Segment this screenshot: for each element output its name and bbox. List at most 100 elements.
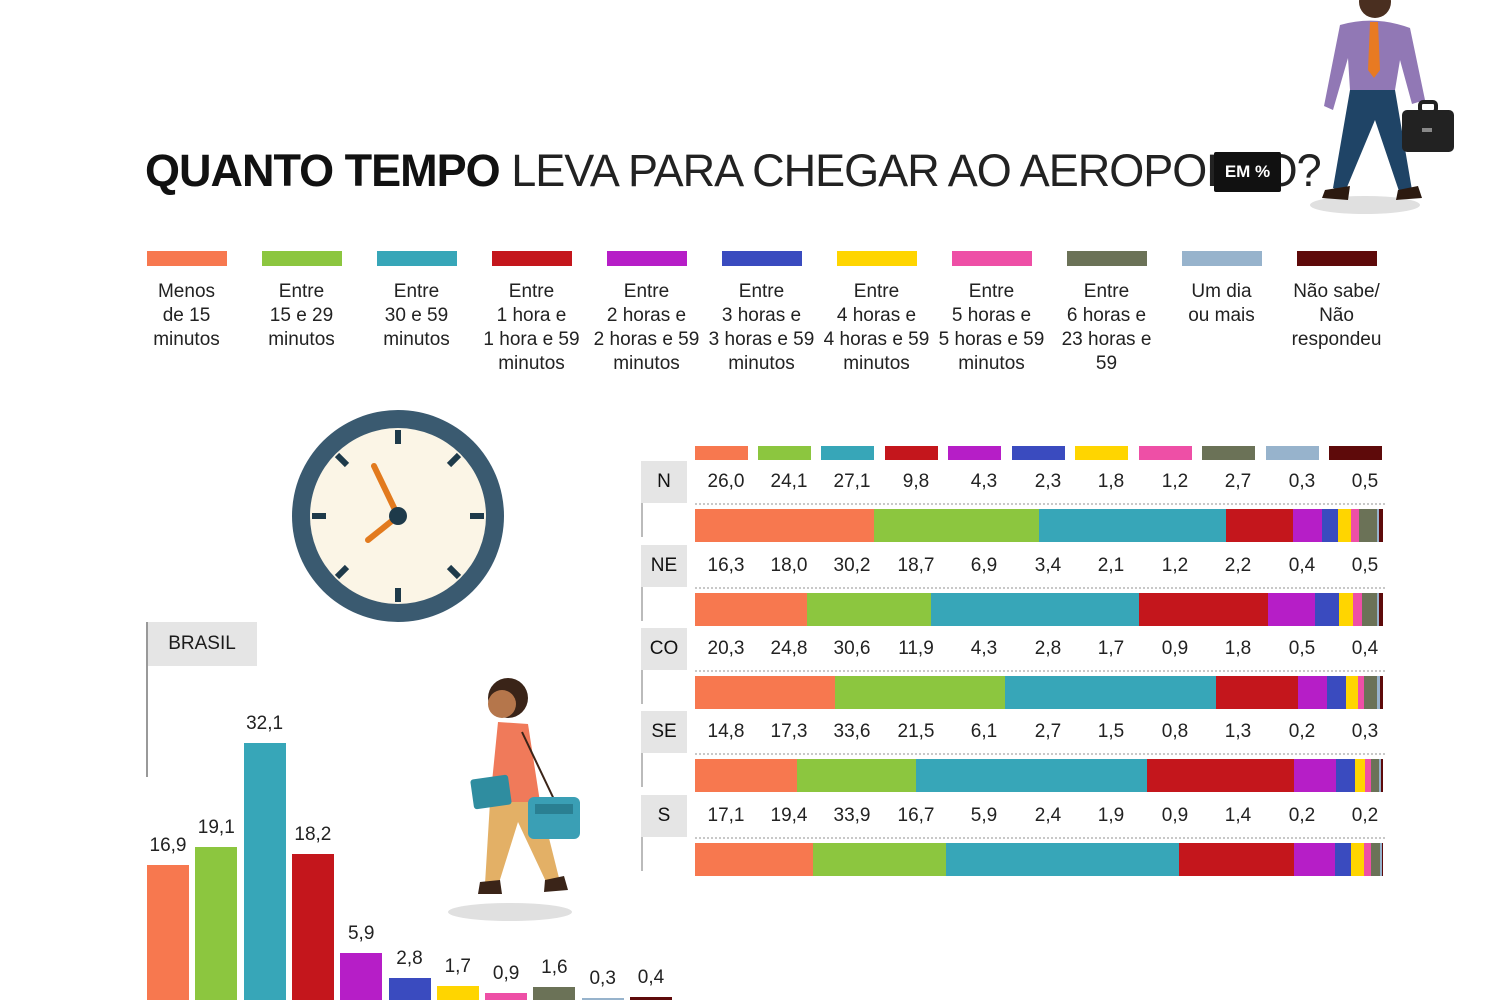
stacked-bar-segment xyxy=(1294,759,1337,792)
brasil-bar xyxy=(630,996,672,1000)
brasil-bar-label: 5,9 xyxy=(347,922,375,944)
table-cell-value: 4,3 xyxy=(970,471,998,492)
table-cell-value: 2,3 xyxy=(1034,471,1062,492)
dotted-separator xyxy=(695,837,1385,839)
legend-label: Um dia ou mais xyxy=(1188,281,1255,326)
stacked-bar-segment xyxy=(931,593,1140,626)
table-cell-value: 4,3 xyxy=(970,638,998,659)
table-cell-value: 24,8 xyxy=(770,638,808,659)
stacked-bar xyxy=(695,509,1383,542)
stacked-bar-segment xyxy=(834,676,1006,709)
stacked-bar xyxy=(695,676,1383,709)
table-cell-value: 33,6 xyxy=(833,721,871,742)
column-swatch xyxy=(695,446,748,460)
table-cell-value: 19,4 xyxy=(770,805,808,826)
legend-label: Não sabe/ Não respondeu xyxy=(1291,281,1382,350)
brasil-bar xyxy=(340,952,383,1000)
column-swatch xyxy=(1012,446,1065,460)
table-cell-value: 0,3 xyxy=(1351,721,1379,742)
stacked-bar-segment xyxy=(1215,676,1298,709)
stacked-bar-segment xyxy=(1377,509,1380,542)
column-swatch xyxy=(1202,446,1255,460)
legend-item: Um dia ou mais xyxy=(1164,251,1279,328)
table-cell-value: 16,7 xyxy=(897,805,935,826)
legend-label: Entre 15 e 29 minutos xyxy=(268,281,335,350)
table-cell-value: 9,8 xyxy=(902,471,930,492)
legend-swatch xyxy=(146,251,227,266)
brasil-bar xyxy=(436,986,479,1000)
table-cell-value: 2,2 xyxy=(1224,555,1252,576)
legend-item: Menos de 15 minutos xyxy=(129,251,244,352)
legend-swatch xyxy=(491,251,572,266)
dotted-separator xyxy=(695,753,1385,755)
stacked-bar-segment xyxy=(1039,509,1226,542)
table-cell-value: 16,3 xyxy=(707,555,745,576)
stacked-bar-segment xyxy=(1346,676,1359,709)
businessman-illustration xyxy=(1310,0,1454,214)
stacked-bar-segment xyxy=(1338,593,1354,626)
table-cell-value: 0,8 xyxy=(1161,721,1189,742)
stacked-bar-segment xyxy=(1376,676,1381,709)
brasil-bar xyxy=(485,992,528,1000)
stacked-bar-segment xyxy=(695,759,797,792)
brasil-bar xyxy=(195,847,238,1000)
table-cell-value: 0,4 xyxy=(1351,638,1379,659)
brasil-bar-label: 0,9 xyxy=(492,962,520,984)
brasil-bar-label: 19,1 xyxy=(197,817,235,839)
stacked-bar-segment xyxy=(1354,759,1366,792)
stacked-bar-segment xyxy=(1315,593,1339,626)
legend-swatch xyxy=(1181,251,1262,266)
stacked-bar-segment xyxy=(1380,759,1383,792)
brasil-bar xyxy=(581,997,624,1000)
brasil-bar xyxy=(243,743,286,1000)
table-cell-value: 11,9 xyxy=(898,638,934,659)
dotted-separator xyxy=(695,670,1385,672)
table-cell-value: 6,9 xyxy=(970,555,998,576)
dotted-separator xyxy=(695,503,1385,505)
brasil-bar-label: 18,2 xyxy=(294,824,332,846)
legend-swatch xyxy=(836,251,917,266)
stacked-bar-segment xyxy=(1364,843,1371,876)
page-title: QUANTO TEMPO LEVA PARA CHEGAR AO AEROPOR… xyxy=(145,145,1322,197)
stacked-bar-segment xyxy=(1361,593,1377,626)
table-cell-value: 24,1 xyxy=(770,471,808,492)
stacked-bar-segment xyxy=(873,509,1040,542)
column-swatch xyxy=(1266,446,1319,460)
table-cell-value: 27,1 xyxy=(833,471,871,492)
stacked-bar xyxy=(695,593,1383,626)
legend-swatch xyxy=(606,251,687,266)
brasil-bar xyxy=(291,854,334,1000)
stacked-bar-segment xyxy=(1381,843,1383,876)
table-cell-value: 1,5 xyxy=(1097,721,1125,742)
stacked-bar-segment xyxy=(1380,843,1382,876)
stacked-bar-segment xyxy=(915,759,1147,792)
legend-item: Entre 30 e 59 minutos xyxy=(359,251,474,352)
legend-label: Entre 5 horas e 5 horas e 59 minutos xyxy=(938,281,1045,374)
legend-swatch xyxy=(721,251,802,266)
stacked-bar-segment xyxy=(695,843,813,876)
table-cell-value: 6,1 xyxy=(970,721,998,742)
stacked-bar-segment xyxy=(1336,759,1355,792)
column-swatch xyxy=(758,446,811,460)
stacked-bar-segment xyxy=(1364,676,1377,709)
table-cell-value: 33,9 xyxy=(833,805,871,826)
title-light: LEVA PARA CHEGAR AO AEROPORTO? xyxy=(511,145,1321,196)
stacked-bar-segment xyxy=(1376,593,1380,626)
table-cell-value: 2,1 xyxy=(1097,555,1125,576)
column-swatch xyxy=(885,446,938,460)
column-swatch xyxy=(821,446,874,460)
legend-label: Entre 4 horas e 4 horas e 59 minutos xyxy=(823,281,930,374)
brasil-label: BRASIL xyxy=(147,622,257,666)
table-cell-value: 0,9 xyxy=(1161,638,1189,659)
table-cell-value: 0,2 xyxy=(1288,805,1316,826)
column-swatch xyxy=(1329,446,1382,460)
region-label: CO xyxy=(641,628,687,670)
stacked-bar-segment xyxy=(1297,676,1328,709)
stacked-bar-segment xyxy=(1365,759,1371,792)
brasil-bar xyxy=(388,977,431,1000)
brasil-bar xyxy=(147,864,189,1000)
brasil-bar-label: 32,1 xyxy=(246,713,284,735)
legend-swatch xyxy=(1066,251,1147,266)
table-cell-value: 2,7 xyxy=(1034,721,1062,742)
table-cell-value: 0,2 xyxy=(1288,721,1316,742)
